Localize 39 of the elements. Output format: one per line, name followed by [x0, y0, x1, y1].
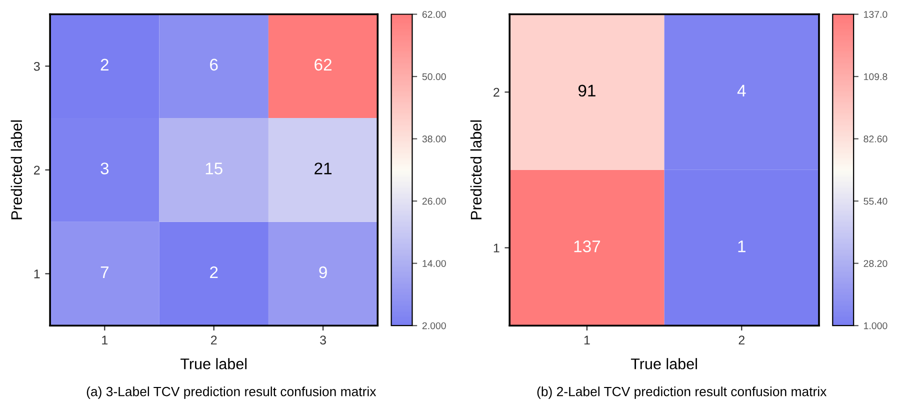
- data-label: 15: [206, 162, 222, 174]
- y-tick-label: 1: [34, 270, 40, 278]
- data-label: 9: [319, 266, 327, 278]
- data-label: 137: [574, 240, 600, 252]
- x-tick-label: 3: [320, 336, 326, 345]
- color-bar-label: 14.00: [422, 260, 446, 267]
- x-axis-title: True label: [180, 358, 247, 370]
- x-tick-label: 2: [738, 336, 744, 344]
- color-bar-label: 137.0: [864, 10, 888, 18]
- color-bar-label: 28.20: [864, 260, 888, 267]
- data-label: 4: [737, 84, 746, 96]
- data-label: 1: [738, 240, 746, 252]
- y-tick-label: 3: [34, 62, 40, 71]
- data-label: 91: [578, 84, 596, 97]
- color-bar-label: 55.40: [864, 198, 888, 205]
- x-tick-label: 2: [211, 336, 217, 344]
- data-label: 62: [314, 58, 332, 71]
- y-axis-title: Predicted label: [10, 120, 22, 220]
- x-tick-label: 1: [584, 336, 590, 344]
- x-axis-title: True label: [630, 358, 697, 370]
- text: (b) 2-Label TCV prediction result confusion matrix: [537, 386, 827, 399]
- text: (a) 3-Label TCV prediction result confusion matrix: [86, 386, 376, 399]
- color-bar-label: 50.00: [422, 73, 446, 80]
- y-tick-label: 2: [34, 166, 40, 174]
- data-label: 3: [100, 162, 109, 174]
- color-bar-label: 62.00: [422, 10, 446, 18]
- color-bar-label: 82.60: [864, 136, 888, 142]
- y-axis-title: Predicted label: [470, 120, 482, 220]
- x-tick-label: 1: [102, 336, 108, 344]
- data-label: 7: [100, 266, 108, 278]
- color-bar-label: 26.00: [422, 198, 446, 205]
- color-bar-label: 2.000: [422, 322, 446, 330]
- color-bar-label: 109.8: [864, 73, 888, 80]
- color-bar-label: 38.00: [422, 136, 446, 142]
- data-label: 2: [210, 266, 218, 278]
- data-label: 2: [100, 58, 108, 70]
- data-label: 6: [210, 58, 218, 71]
- data-label: 21: [314, 162, 332, 174]
- color-bar-label: 1.000: [864, 322, 888, 330]
